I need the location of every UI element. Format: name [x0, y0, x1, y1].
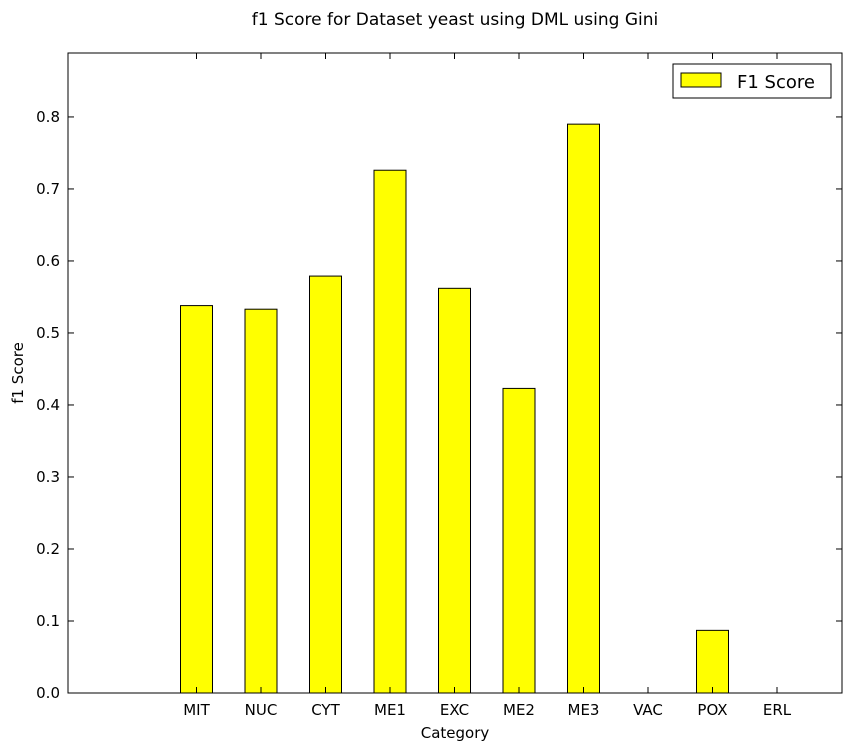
x-tick-label-pox: POX: [697, 701, 727, 719]
x-tick-label-cyt: CYT: [311, 701, 340, 719]
x-tick-label-nuc: NUC: [245, 701, 278, 719]
legend-swatch: [680, 72, 722, 88]
plot-frame: [67, 52, 843, 694]
bar-me2: [502, 387, 536, 694]
y-tick-label-1: 0.1: [36, 612, 60, 630]
chart-title: f1 Score for Dataset yeast using DML usi…: [252, 10, 659, 30]
bar-me3: [567, 123, 600, 694]
bar-pox: [696, 629, 729, 694]
y-tick-label-0: 0.0: [36, 684, 60, 702]
legend: F1 Score: [672, 63, 832, 99]
bar-exc: [438, 287, 471, 694]
bar-me1: [373, 169, 407, 694]
x-tick-label-me3: ME3: [568, 701, 600, 719]
y-tick-label-6: 0.6: [36, 252, 60, 270]
x-tick-label-vac: VAC: [633, 701, 663, 719]
y-tick-label-5: 0.5: [36, 324, 60, 342]
y-tick-label-4: 0.4: [36, 396, 60, 414]
bar-mit: [180, 305, 213, 694]
legend-label: F1 Score: [737, 72, 815, 93]
y-tick-label-7: 0.7: [36, 180, 60, 198]
y-axis-label: f1 Score: [9, 342, 27, 404]
bar-cyt: [309, 275, 342, 694]
bar-nuc: [244, 308, 278, 694]
y-tick-label-2: 0.2: [36, 540, 60, 558]
x-tick-label-mit: MIT: [183, 701, 210, 719]
ticks-group: 0.0 0.1 0.2 0.3 0.4 0.5 0.6 0.7 0.8 MIT NUC CYT ME1 E…: [36, 53, 842, 719]
x-tick-label-erl: ERL: [763, 701, 792, 719]
y-tick-label-8: 0.8: [36, 108, 60, 126]
x-tick-label-me1: ME1: [374, 701, 406, 719]
y-tick-label-3: 0.3: [36, 468, 60, 486]
x-tick-label-exc: EXC: [440, 701, 469, 719]
x-axis-label: Category: [421, 724, 490, 742]
bars-group: [180, 123, 729, 694]
x-tick-label-me2: ME2: [503, 701, 535, 719]
